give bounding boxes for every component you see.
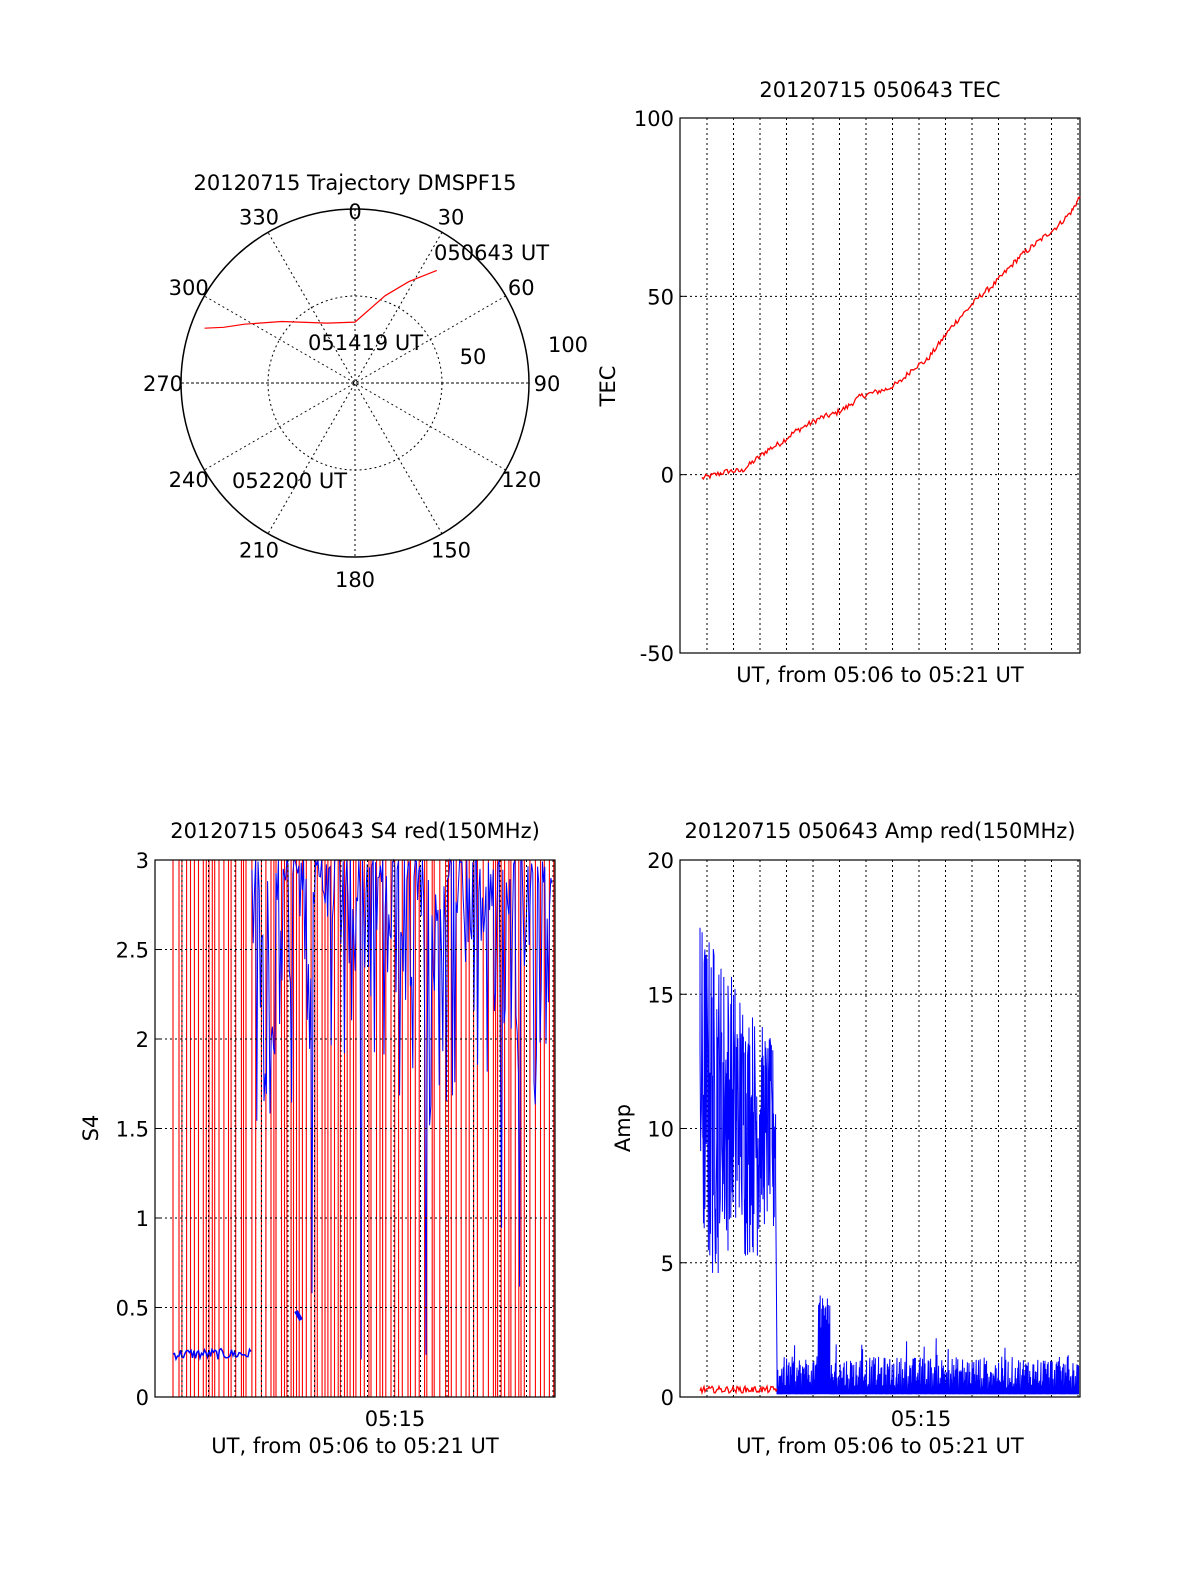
tec-yticks-label: 100 [634, 107, 674, 131]
polar-trajectory-line [204, 269, 438, 329]
polar-azimuth-label: 240 [169, 468, 209, 492]
polar-spokes [181, 209, 529, 557]
tec-chart: 20120715 050643 TEC 100 50 0 -50 UT, from 0… [596, 78, 1081, 687]
polar-zenith-label-50: 50 [460, 345, 487, 369]
amp-chart: 20120715 050643 Amp red(150MHz) 20 15 10 5 0… [611, 819, 1081, 1458]
polar-annotation-mid: 051419 UT [308, 331, 423, 355]
polar-azimuth-label: 150 [431, 538, 471, 562]
s4-title: 20120715 050643 S4 red(150MHz) [170, 819, 540, 843]
polar-azimuth-label: 120 [501, 468, 541, 492]
amp-red-line [699, 1384, 778, 1396]
amp-yticks-label: 10 [647, 1118, 674, 1142]
tec-frame [679, 117, 1081, 654]
tec-series-line [701, 196, 1081, 481]
tec-y-tick-labels: 100 50 0 -50 [634, 107, 686, 666]
s4-chart: 20120715 050643 S4 red(150MHz) 3 2.5 2 1.5 1… [79, 819, 556, 1458]
amp-yticks-label: 5 [661, 1252, 674, 1276]
tec-yticks-label: 0 [661, 464, 674, 488]
amp-blue-series [699, 927, 1080, 1395]
s4-x-tick-label: 05:15 [365, 1407, 426, 1431]
polar-azimuth-label: 330 [239, 206, 279, 230]
polar-zenith-label-100: 100 [548, 333, 588, 357]
s4-yticks-label: 2 [136, 1028, 149, 1052]
s4-blue-blip [294, 1310, 303, 1322]
tec-yticks-label: -50 [640, 642, 674, 666]
polar-azimuth-label: 0 [348, 200, 361, 224]
s4-yticks-label: 0 [136, 1386, 149, 1410]
s4-blue-scint [251, 858, 553, 1360]
tec-grid [680, 118, 1080, 653]
s4-yticks-label: 2.5 [116, 939, 149, 963]
s4-blue-baseline [172, 1347, 252, 1362]
amp-yticks-label: 20 [647, 849, 674, 873]
amp-yticks-label: 0 [661, 1386, 674, 1410]
amp-yticks-label: 15 [647, 983, 674, 1007]
polar-spoke-30 [267, 232, 443, 534]
tec-yticks-label: 50 [647, 285, 674, 309]
amp-blue-line [699, 927, 1080, 1395]
polar-azimuth-label: 90 [534, 372, 561, 396]
polar-azimuth-label: 60 [508, 276, 535, 300]
s4-grid [155, 860, 555, 1397]
tec-y-label: TEC [596, 366, 620, 408]
polar-trajectory-chart: 20120715 Trajectory DMSPF15 0 30 60 90 120 15… [143, 171, 588, 592]
polar-azimuth-label: 300 [169, 276, 209, 300]
tec-x-label: UT, from 05:06 to 05:21 UT [736, 663, 1024, 687]
tec-title: 20120715 050643 TEC [759, 78, 1000, 102]
amp-y-tick-labels: 20 15 10 5 0 [647, 849, 686, 1410]
s4-yticks-label: 3 [136, 849, 149, 873]
amp-grid [680, 860, 1080, 1397]
s4-y-label: S4 [79, 1115, 103, 1142]
polar-azimuth-label: 30 [438, 206, 465, 230]
polar-spoke-150 [267, 232, 443, 534]
s4-yticks-label: 1.5 [116, 1118, 149, 1142]
polar-azimuth-label: 180 [335, 568, 375, 592]
amp-x-tick-label: 05:15 [891, 1407, 952, 1431]
s4-yticks-label: 1 [136, 1207, 149, 1231]
polar-azimuth-label: 270 [143, 372, 183, 396]
polar-azimuth-label: 210 [239, 538, 279, 562]
amp-red-series [699, 1384, 778, 1396]
polar-annotation-end: 052200 UT [232, 469, 347, 493]
polar-azimuth-labels: 0 30 60 90 120 150 180 210 240 270 300 330 [143, 200, 560, 592]
amp-y-label: Amp [611, 1104, 635, 1152]
s4-yticks-label: 0.5 [116, 1297, 149, 1321]
s4-x-label: UT, from 05:06 to 05:21 UT [211, 1434, 499, 1458]
s4-y-tick-labels: 3 2.5 2 1.5 1 0.5 0 [116, 849, 161, 1410]
amp-title: 20120715 050643 Amp red(150MHz) [684, 819, 1075, 843]
amp-x-label: UT, from 05:06 to 05:21 UT [736, 1434, 1024, 1458]
polar-title: 20120715 Trajectory DMSPF15 [193, 171, 516, 195]
s4-blue-series [172, 858, 553, 1362]
polar-annotation-start: 050643 UT [434, 241, 549, 265]
